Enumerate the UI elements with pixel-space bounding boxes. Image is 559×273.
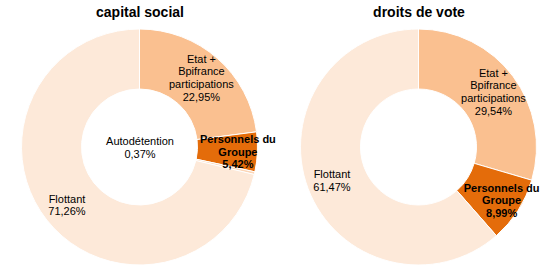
svg-text:Etat +Bpifranceparticipations2: Etat +Bpifranceparticipations22,95%: [169, 53, 234, 103]
svg-text:Personnels duGroupe8,99%: Personnels duGroupe8,99%: [464, 182, 540, 219]
svg-text:Etat +Bpifranceparticipations2: Etat +Bpifranceparticipations29,54%: [461, 67, 526, 117]
svg-text:Flottant71,26%: Flottant71,26%: [48, 193, 86, 218]
svg-text:capital social: capital social: [96, 4, 184, 20]
svg-text:droits de vote: droits de vote: [373, 4, 465, 20]
svg-text:Autodétention0,37%: Autodétention0,37%: [106, 135, 174, 160]
svg-text:Flottant61,47%: Flottant61,47%: [313, 168, 351, 193]
svg-text:Personnels duGroupe5,42%: Personnels duGroupe5,42%: [200, 133, 276, 170]
